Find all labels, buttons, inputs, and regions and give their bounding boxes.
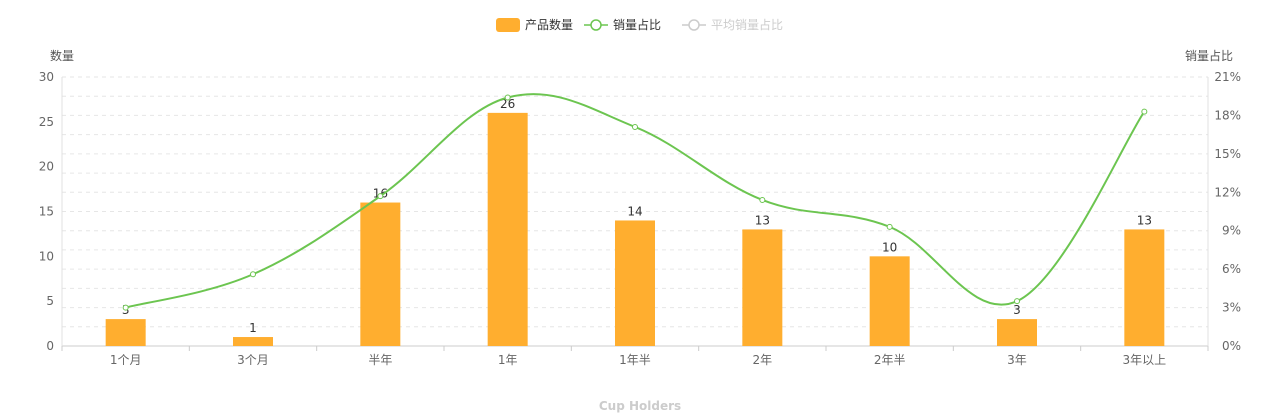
bar[interactable]: [233, 337, 273, 346]
left-tick-label: 25: [39, 115, 54, 129]
left-tick-label: 0: [46, 339, 54, 353]
legend-label: 产品数量: [525, 17, 573, 32]
line-point[interactable]: [122, 304, 129, 311]
right-tick-label: 9%: [1222, 224, 1241, 238]
right-tick-label: 12%: [1214, 185, 1241, 199]
bar[interactable]: [742, 229, 783, 346]
line-point[interactable]: [886, 223, 893, 230]
line-point[interactable]: [377, 193, 384, 200]
x-tick-label: 3个月: [237, 353, 269, 367]
footer-title: Cup Holders: [599, 399, 681, 413]
series-line[interactable]: [125, 93, 1146, 309]
left-axis-ticks: 0 5 10 15 20 25 30: [39, 70, 54, 353]
line-point[interactable]: [504, 94, 511, 101]
left-axis-title: 数量: [50, 48, 74, 63]
left-tick-label: 30: [39, 70, 54, 84]
bar[interactable]: [1124, 229, 1165, 346]
right-tick-label: 0%: [1222, 339, 1241, 353]
line-point[interactable]: [250, 271, 256, 278]
bar-value-label: 1: [249, 321, 257, 335]
legend-item[interactable]: 产品数量: [496, 17, 573, 32]
right-tick-label: 21%: [1214, 70, 1241, 84]
right-tick-label: 15%: [1214, 147, 1241, 161]
bar[interactable]: [997, 319, 1037, 346]
x-tick-label: 3年: [1007, 353, 1027, 367]
legend-marker-icon: [590, 19, 602, 31]
legend[interactable]: 产品数量 销量占比 平均销量占比: [496, 17, 783, 32]
bar[interactable]: [105, 319, 146, 346]
legend-item[interactable]: 销量占比: [584, 17, 661, 32]
right-tick-label: 18%: [1214, 108, 1241, 122]
bar-value-label: 14: [627, 204, 642, 218]
bar-value-label: 13: [755, 213, 770, 227]
x-tick-label: 1年: [498, 353, 518, 367]
bar[interactable]: [869, 256, 910, 346]
line-point[interactable]: [1141, 108, 1148, 115]
legend-label: 销量占比: [613, 17, 661, 32]
x-tick-label: 2年: [753, 353, 773, 367]
bar[interactable]: [615, 220, 655, 346]
left-tick-label: 5: [46, 294, 54, 308]
left-tick-label: 20: [39, 160, 54, 174]
legend-item[interactable]: 平均销量占比: [682, 17, 783, 32]
legend-bar-icon: [496, 18, 520, 32]
legend-marker-icon: [688, 19, 700, 31]
bar[interactable]: [487, 112, 528, 346]
bar-value-label: 3: [1013, 303, 1021, 317]
x-tick-label: 1个月: [110, 353, 142, 367]
line-point[interactable]: [632, 123, 638, 130]
x-axis: 1个月 3个月 半年 1年 1年半 2年 2年半 3年 3年以上: [61, 346, 1209, 367]
bar-value-label: 26: [500, 97, 515, 111]
left-tick-label: 10: [39, 249, 54, 263]
x-tick-label: 3年以上: [1123, 353, 1167, 367]
bar[interactable]: [360, 202, 401, 346]
right-axis-ticks: 0% 3% 6% 9% 12% 15% 18% 21%: [1214, 70, 1241, 353]
line-series[interactable]: [122, 93, 1148, 311]
right-tick-label: 6%: [1222, 262, 1241, 276]
bar-value-label: 10: [882, 240, 897, 254]
right-axis-title: 销量占比: [1185, 48, 1233, 63]
bar-series[interactable]: [105, 112, 1165, 346]
line-point[interactable]: [759, 196, 766, 203]
right-tick-label: 3%: [1222, 301, 1241, 315]
bar-data-labels: 311626141310313: [122, 97, 1152, 335]
x-tick-label: 2年半: [874, 353, 906, 367]
bar-value-label: 13: [1137, 213, 1152, 227]
line-point[interactable]: [1014, 298, 1020, 305]
x-tick-label: 1年半: [619, 353, 651, 367]
legend-label: 平均销量占比: [711, 17, 783, 32]
x-tick-label: 半年: [368, 353, 392, 367]
left-tick-label: 15: [39, 205, 54, 219]
